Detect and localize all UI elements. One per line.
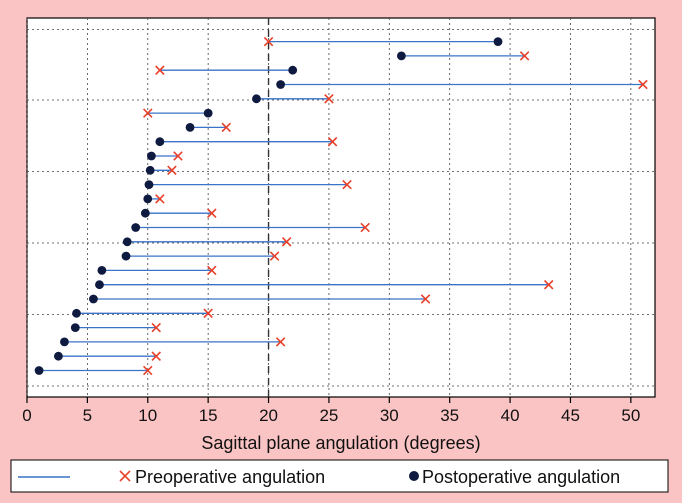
postop-marker	[122, 237, 132, 247]
preop-marker-stroke	[519, 51, 530, 61]
grid	[26, 18, 655, 397]
preop-marker-stroke	[342, 179, 352, 190]
preop-marker	[342, 179, 352, 190]
preop-marker-stroke	[151, 322, 161, 333]
postop-marker	[34, 366, 44, 375]
postop-marker	[54, 351, 63, 361]
preop-marker-stroke	[203, 308, 213, 319]
preop-marker-stroke	[324, 94, 334, 104]
preop-marker	[155, 65, 165, 75]
preop-marker	[143, 108, 153, 118]
data-marks	[34, 36, 648, 376]
preop-marker	[275, 337, 286, 347]
x-tick-label: 15	[199, 406, 218, 425]
postop-marker	[288, 65, 298, 75]
preop-marker	[221, 122, 232, 133]
preop-marker	[263, 36, 274, 47]
preop-marker	[207, 208, 217, 218]
postop-marker	[140, 208, 150, 218]
postop-marker	[155, 137, 165, 147]
preop-marker	[420, 294, 431, 304]
legend: Preoperative angulation Postoperative an…	[10, 459, 669, 493]
legend-preop-marker	[119, 470, 131, 482]
preop-marker	[143, 365, 153, 376]
postop-marker	[60, 337, 69, 347]
plot-area	[26, 17, 656, 398]
preop-marker-stroke	[207, 208, 217, 218]
postop-marker	[276, 80, 286, 89]
preop-marker-stroke	[275, 337, 286, 347]
preop-marker	[151, 351, 161, 361]
x-tick-label: 40	[501, 406, 520, 425]
preop-marker	[324, 94, 334, 104]
postop-marker	[252, 94, 261, 104]
preop-marker-stroke	[173, 151, 183, 161]
postop-marker	[95, 280, 104, 290]
preop-marker	[360, 222, 370, 233]
legend-preop-label: Preoperative angulation	[135, 467, 325, 487]
x-tick-label: 35	[440, 406, 459, 425]
preop-marker	[519, 51, 530, 61]
preop-marker	[151, 322, 161, 333]
x-tick-label: 0	[22, 406, 31, 425]
x-tick-label: 20	[259, 406, 278, 425]
preop-marker-stroke	[638, 79, 648, 90]
preop-marker	[281, 237, 292, 247]
postop-marker	[70, 323, 80, 332]
preop-marker-stroke	[360, 222, 370, 233]
postop-marker	[143, 194, 153, 204]
legend-postop-marker	[409, 471, 419, 481]
preop-marker-stroke	[327, 136, 338, 147]
legend-box	[10, 459, 669, 493]
x-tick-label: 10	[138, 406, 157, 425]
postop-marker	[146, 151, 156, 161]
preop-marker	[173, 151, 183, 161]
preop-marker	[155, 194, 165, 204]
postop-marker	[493, 37, 503, 46]
preop-marker	[167, 165, 177, 176]
preop-marker	[203, 308, 213, 319]
preop-marker	[327, 136, 338, 147]
postop-marker	[145, 165, 155, 175]
preop-marker	[543, 279, 554, 290]
preop-marker-stroke	[543, 279, 554, 290]
preop-marker-stroke	[167, 165, 177, 176]
preop-marker-stroke	[269, 251, 280, 261]
postop-marker	[185, 123, 195, 132]
postop-marker	[97, 266, 107, 275]
preop-marker-stroke	[207, 265, 217, 276]
preop-marker-stroke	[143, 108, 153, 118]
preop-marker-stroke	[143, 365, 153, 376]
postop-marker	[203, 108, 213, 118]
preop-marker-stroke	[221, 122, 232, 133]
x-tick-label: 30	[380, 406, 399, 425]
x-axis: 0 5 10 15 20 25 30 35 40 45 50	[22, 397, 640, 425]
postop-marker	[131, 223, 141, 232]
preop-marker-stroke	[263, 36, 274, 47]
preop-marker	[207, 265, 217, 276]
postop-marker	[396, 51, 406, 61]
preop-marker-stroke	[155, 65, 165, 75]
postop-marker	[89, 294, 98, 304]
x-tick-label: 45	[561, 406, 580, 425]
x-tick-label: 50	[621, 406, 640, 425]
x-tick-label: 5	[83, 406, 92, 425]
preop-marker	[638, 79, 648, 90]
postop-marker	[72, 308, 81, 318]
preop-marker	[269, 251, 280, 261]
preop-marker-stroke	[281, 237, 292, 247]
postop-marker	[121, 251, 131, 261]
x-axis-title: Sagittal plane angulation (degrees)	[201, 433, 480, 453]
preop-marker-stroke	[151, 351, 161, 361]
preop-marker-stroke	[420, 294, 431, 304]
legend-postop-label: Postoperative angulation	[422, 467, 620, 487]
preop-marker-stroke	[155, 194, 165, 204]
x-tick-label: 25	[319, 406, 338, 425]
postop-marker	[144, 180, 154, 190]
